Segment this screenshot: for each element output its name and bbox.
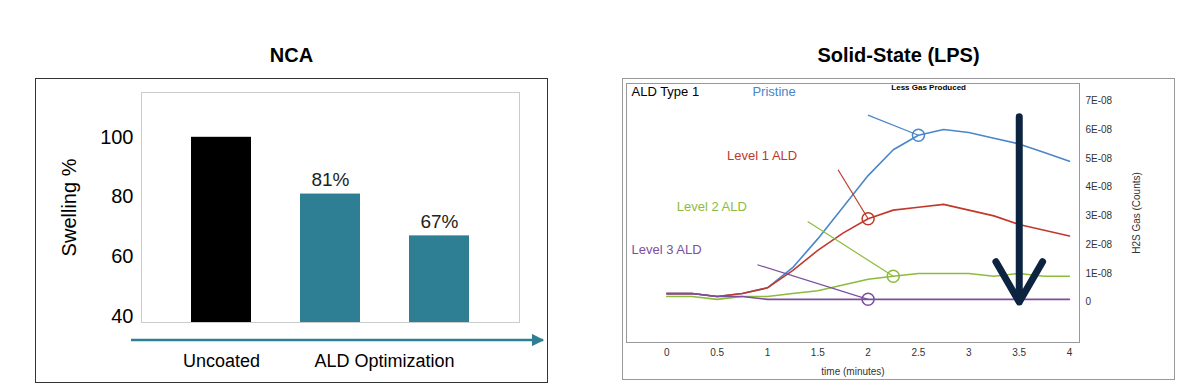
html-text:Solid-State (LPS): Solid-State (LPS) [817, 44, 980, 66]
html-text:NCA: NCA [269, 44, 314, 66]
svg-text:81%: 81% [311, 169, 349, 190]
svg-text:2.5: 2.5 [911, 347, 925, 358]
svg-text:ALD Optimization: ALD Optimization [314, 351, 454, 371]
svg-text:100: 100 [100, 126, 133, 148]
svg-text:Swelling %: Swelling % [58, 158, 80, 256]
svg-text:3: 3 [966, 347, 972, 358]
svg-text:0: 0 [1086, 296, 1092, 307]
svg-text:3.5: 3.5 [1012, 347, 1026, 358]
svg-text:2: 2 [865, 347, 871, 358]
svg-text:Level 3 ALD: Level 3 ALD [631, 242, 701, 257]
svg-text:Level 1 ALD: Level 1 ALD [727, 148, 797, 163]
svg-text:time (minutes): time (minutes) [821, 366, 884, 377]
svg-text:0: 0 [664, 347, 670, 358]
svg-text:1E-08: 1E-08 [1086, 268, 1113, 279]
svg-text:3E-08: 3E-08 [1086, 210, 1113, 221]
svg-text:7E-08: 7E-08 [1086, 95, 1113, 106]
svg-text:1.5: 1.5 [811, 347, 825, 358]
svg-text:4E-08: 4E-08 [1086, 181, 1113, 192]
svg-text:1: 1 [765, 347, 771, 358]
svg-text:Less Gas Produced: Less Gas Produced [891, 83, 966, 92]
svg-text:40: 40 [111, 305, 133, 327]
svg-text:H2S Gas (Counts): H2S Gas (Counts) [1131, 172, 1142, 254]
svg-text:6E-08: 6E-08 [1086, 124, 1113, 135]
svg-text:67%: 67% [420, 211, 458, 232]
svg-text:80: 80 [111, 185, 133, 207]
svg-text:Level 2 ALD: Level 2 ALD [677, 199, 747, 214]
svg-text:ALD Type 1: ALD Type 1 [631, 84, 699, 99]
svg-text:5E-08: 5E-08 [1086, 153, 1113, 164]
svg-text:60: 60 [111, 245, 133, 267]
svg-text:2E-08: 2E-08 [1086, 239, 1113, 250]
svg-text:Pristine: Pristine [752, 84, 795, 99]
svg-text:4: 4 [1067, 347, 1073, 358]
svg-text:0.5: 0.5 [710, 347, 724, 358]
svg-text:Uncoated: Uncoated [183, 351, 260, 371]
